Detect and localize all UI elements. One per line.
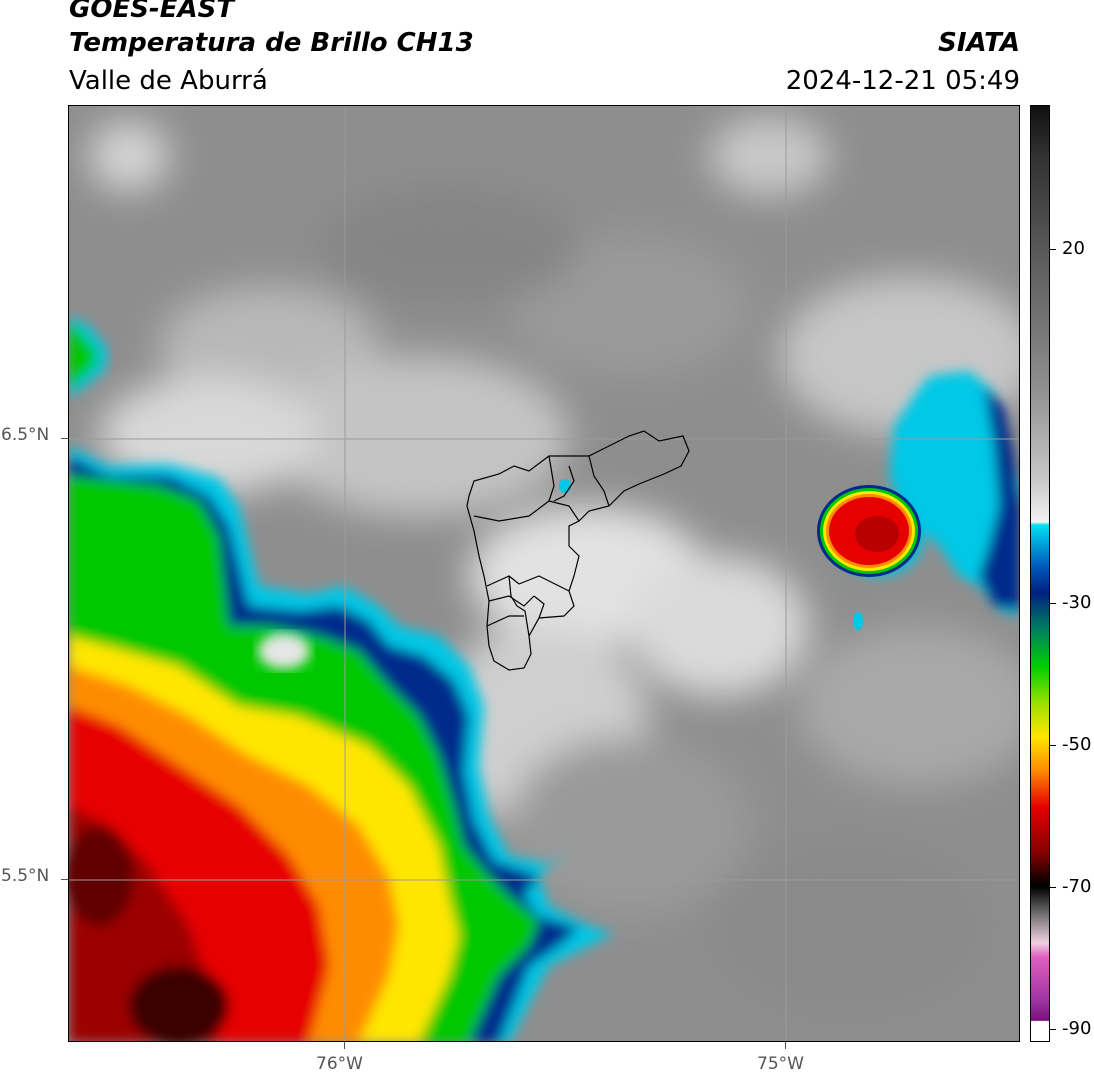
colorbar-label-minus-50: -50 — [1062, 734, 1092, 755]
colorbar-label-minus-70: -70 — [1062, 876, 1092, 897]
colorbar-tick — [1050, 745, 1056, 746]
convective-cloud-sw — [69, 446, 614, 1041]
cloud-texture — [89, 116, 1019, 1016]
satellite-title: GOES-EAST — [69, 0, 235, 24]
lat-label-5-5n: 5.5°N — [1, 866, 50, 886]
lon-tick-75w — [785, 1042, 786, 1049]
colorbar-tick — [1050, 603, 1056, 604]
colorbar-tick — [1050, 887, 1056, 888]
colorbar-tick — [1050, 1029, 1056, 1030]
colorbar-tick — [1050, 249, 1056, 250]
lat-tick-5-5n — [61, 879, 68, 880]
datetime-label: 2024-12-21 05:49 — [785, 66, 1020, 96]
lon-tick-76w — [344, 1042, 345, 1049]
colorbar — [1030, 105, 1050, 1042]
product-title: Temperatura de Brillo CH13 — [69, 28, 474, 58]
storm-core-east — [817, 485, 921, 577]
colorbar-label-20: 20 — [1062, 238, 1085, 259]
convective-cloud-nw — [69, 316, 109, 396]
map-canvas — [69, 106, 1019, 1041]
region-subtitle: Valle de Aburrá — [69, 66, 268, 96]
municipal-boundaries — [466, 430, 690, 671]
colorbar-gradient — [1031, 106, 1049, 1041]
brightness-temperature-map — [68, 105, 1020, 1042]
lon-label-76w: 76°W — [316, 1054, 363, 1074]
lat-tick-6-5n — [61, 438, 68, 439]
cold-pixel — [559, 479, 571, 493]
colorbar-label-minus-90: -90 — [1062, 1018, 1092, 1039]
lon-label-75w: 75°W — [757, 1054, 804, 1074]
colorbar-label-minus-30: -30 — [1062, 592, 1092, 613]
cold-pixel-2 — [853, 612, 863, 630]
warm-hole — [258, 633, 310, 669]
graticule — [69, 106, 1019, 1041]
lat-label-6-5n: 6.5°N — [1, 425, 50, 445]
organization-label: SIATA — [938, 28, 1020, 58]
